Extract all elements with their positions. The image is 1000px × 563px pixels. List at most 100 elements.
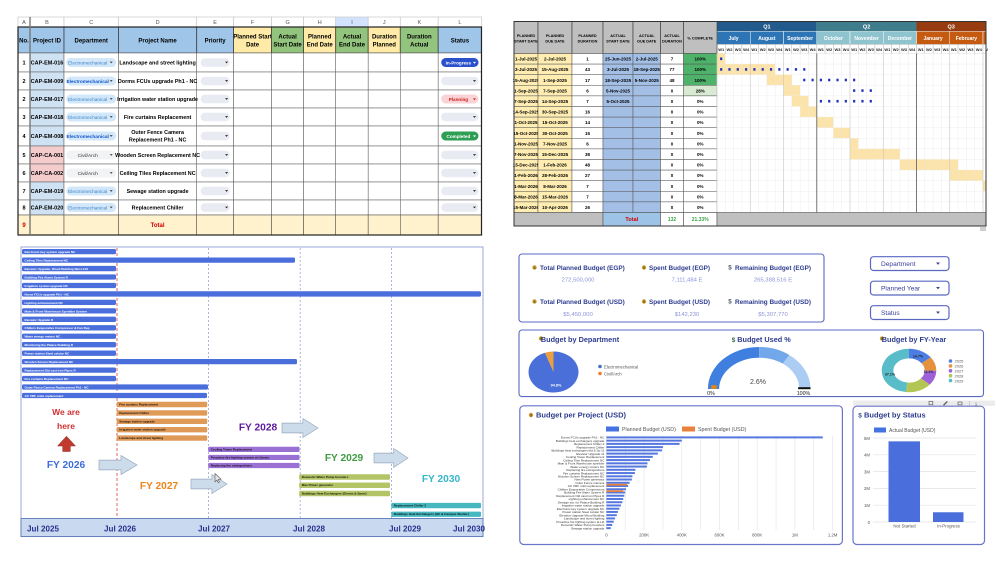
svg-text:Jul 2027: Jul 2027: [198, 525, 230, 534]
svg-text:600K: 600K: [714, 533, 724, 538]
svg-text:Jul 2029: Jul 2029: [389, 525, 421, 534]
svg-text:Actual Budget (USD): Actual Budget (USD): [889, 428, 936, 434]
svg-text:Elevator Upgrade 11: Elevator Upgrade 11: [576, 452, 604, 456]
svg-text:Wooden Screen Replacement NC: Wooden Screen Replacement NC: [558, 475, 605, 479]
svg-text:Planning: Planning: [449, 97, 469, 102]
svg-text:1-Jul-2025: 1-Jul-2025: [515, 57, 538, 62]
svg-text:W3: W3: [801, 47, 808, 52]
svg-text:FY 2029: FY 2029: [325, 453, 364, 464]
svg-text:0%: 0%: [697, 141, 704, 146]
svg-text:Q1: Q1: [763, 25, 770, 31]
svg-text:Priority: Priority: [205, 39, 227, 45]
svg-text:Actual: Actual: [410, 43, 429, 49]
svg-text:Planned Year: Planned Year: [881, 286, 921, 293]
svg-text:W2: W2: [826, 47, 833, 52]
svg-text:November: November: [854, 36, 879, 42]
svg-text:here: here: [57, 421, 75, 431]
svg-text:0: 0: [671, 120, 674, 125]
svg-text:Lighting enhancement NC: Lighting enhancement NC: [25, 301, 64, 305]
svg-text:0%: 0%: [697, 131, 704, 136]
svg-text:Lighting enhancement NC: Lighting enhancement NC: [569, 497, 606, 501]
svg-text:W3: W3: [934, 47, 941, 52]
svg-text:0: 0: [671, 88, 674, 93]
svg-text:0%: 0%: [697, 152, 704, 157]
svg-text:Q3: Q3: [948, 25, 955, 31]
svg-text:W3: W3: [901, 47, 908, 52]
svg-text:Irrigation water station upgra: Irrigation water station upgrade: [562, 504, 605, 508]
svg-text:30-Oct-2025: 30-Oct-2025: [542, 131, 568, 136]
svg-text:Planned: Planned: [373, 43, 397, 49]
svg-text:Actual: Actual: [343, 35, 362, 41]
svg-text:14-Sep-2025: 14-Sep-2025: [542, 99, 569, 104]
svg-text:Sewage station upgrade: Sewage station upgrade: [127, 189, 189, 195]
svg-text:17: 17: [585, 78, 591, 83]
svg-text:7: 7: [586, 194, 589, 199]
svg-text:DURATION: DURATION: [662, 40, 682, 44]
svg-text:14: 14: [585, 120, 591, 125]
svg-text:Monitoring the Palace Building: Monitoring the Palace Building R: [25, 343, 74, 347]
svg-text:Planned: Planned: [308, 35, 332, 41]
svg-text:Buildings Heat Exchangers (Dor: Buildings Heat Exchangers (Dorms & Sport…: [302, 492, 367, 496]
svg-text:End Date: End Date: [307, 43, 334, 49]
svg-text:1-Feb-2026: 1-Feb-2026: [543, 163, 567, 168]
svg-text:Outer Fence Camera: Outer Fence Camera: [131, 130, 185, 136]
svg-text:1-Feb-2026: 1-Feb-2026: [514, 173, 538, 178]
svg-text:W1: W1: [884, 47, 891, 52]
svg-text:Nurse FCUs upgrade Ph1 - NC: Nurse FCUs upgrade Ph1 - NC: [25, 292, 70, 296]
svg-text:Remaining Budget (USD): Remaining Budget (USD): [735, 299, 811, 306]
svg-text:0: 0: [671, 110, 674, 115]
svg-text:Spent Budget (USD): Spent Budget (USD): [649, 299, 710, 306]
svg-text:Replacement Chiller: Replacement Chiller: [577, 445, 605, 449]
svg-text:Dorms FCUs upgrade Ph1 - NC: Dorms FCUs upgrade Ph1 - NC: [561, 436, 605, 440]
svg-text:9: 9: [22, 223, 26, 229]
svg-text:1.2M: 1.2M: [828, 533, 838, 538]
svg-text:Outer Fence Camera Replacement: Outer Fence Camera Replacement Ph1 - NC: [25, 386, 90, 390]
svg-text:Irrigation system upgrade NC: Irrigation system upgrade NC: [25, 284, 69, 288]
svg-text:27: 27: [585, 173, 591, 178]
svg-text:Total: Total: [625, 217, 638, 223]
svg-text:Buildings heat exchangers bld: Buildings heat exchangers bld & Sp 11: [551, 449, 604, 453]
svg-text:6: 6: [586, 88, 589, 93]
svg-text:Project Name: Project Name: [138, 39, 177, 45]
svg-text:Power station Steel celular NC: Power station Steel celular NC: [562, 510, 605, 514]
svg-text:0: 0: [868, 520, 871, 525]
svg-text:21.33%: 21.33%: [692, 217, 710, 223]
svg-text:4M: 4M: [864, 453, 870, 458]
svg-text:Budget Used %: Budget Used %: [737, 335, 791, 344]
svg-text:START DATE: START DATE: [606, 40, 630, 44]
svg-text:0: 0: [671, 152, 674, 157]
svg-text:W3: W3: [868, 47, 875, 52]
svg-text:Department: Department: [75, 39, 108, 45]
svg-text:1: 1: [586, 57, 589, 62]
svg-text:7-Nov-2025: 7-Nov-2025: [543, 141, 568, 146]
svg-text:0%: 0%: [697, 205, 704, 210]
svg-text:W2: W2: [727, 47, 734, 52]
svg-text:F: F: [251, 20, 255, 26]
svg-text:0: 0: [605, 533, 608, 538]
svg-text:W4: W4: [909, 47, 916, 52]
svg-text:W4: W4: [810, 47, 817, 52]
svg-text:K: K: [417, 20, 421, 26]
svg-text:1-Oct-2025: 1-Oct-2025: [514, 120, 538, 125]
svg-text:DUE DATE: DUE DATE: [637, 40, 657, 44]
svg-text:43: 43: [585, 67, 591, 72]
svg-text:94.8%: 94.8%: [551, 384, 562, 388]
svg-text:Total Planned Budget (EGP): Total Planned Budget (EGP): [540, 265, 625, 272]
svg-text:AC VRF units replacement: AC VRF units replacement: [25, 394, 64, 398]
svg-text:Building Fire Alarm System R: Building Fire Alarm System R: [25, 276, 69, 280]
svg-text:Jul 2028: Jul 2028: [293, 525, 325, 534]
svg-text:7-Nov-2025: 7-Nov-2025: [514, 152, 539, 157]
svg-text:$: $: [728, 264, 732, 271]
svg-text:Replacement Old cast iron Pipe: Replacement Old cast iron Pipes R: [556, 494, 605, 498]
svg-text:FY 2028: FY 2028: [239, 423, 278, 434]
svg-text:0: 0: [671, 99, 674, 104]
svg-text:START DATE: START DATE: [514, 40, 538, 44]
svg-text:New Power generator: New Power generator: [574, 478, 604, 482]
svg-text:1-Sep-2025: 1-Sep-2025: [543, 78, 567, 83]
svg-text:5-Nov-2025: 5-Nov-2025: [635, 78, 660, 83]
svg-text:Jul 2030: Jul 2030: [453, 525, 485, 534]
svg-text:Electromechanical: Electromechanical: [604, 364, 638, 369]
svg-text:Building Fire Alarm System R: Building Fire Alarm System R: [564, 491, 605, 495]
svg-text:7: 7: [586, 99, 589, 104]
svg-text:W3: W3: [968, 47, 975, 52]
